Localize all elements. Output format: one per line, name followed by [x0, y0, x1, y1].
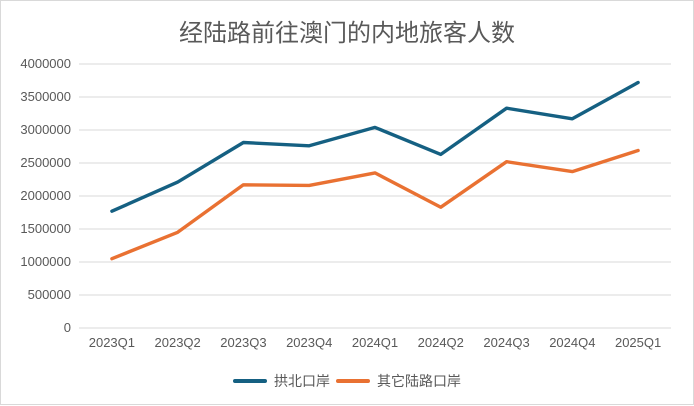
series-line-2 [110, 148, 640, 261]
y-axis-tick-label: 3000000 [20, 122, 71, 137]
y-axis-tick-label: 1000000 [20, 254, 71, 269]
x-axis-tick-label: 2024Q4 [549, 335, 596, 350]
y-axis-tick-label: 4000000 [20, 56, 71, 71]
legend-label: 拱北口岸 [274, 373, 330, 389]
y-axis-tick-label: 2000000 [20, 188, 71, 203]
x-axis-tick-label: 2023Q2 [154, 335, 201, 350]
x-axis-tick-label: 2024Q3 [483, 335, 530, 350]
chart-title: 经陆路前往澳门的内地旅客人数 [179, 20, 515, 47]
legend-item-1: 拱北口岸 [233, 371, 330, 391]
series-line-1 [110, 80, 640, 213]
x-axis-tick-label: 2024Q2 [417, 335, 464, 350]
legend-label: 其它陆路口岸 [377, 373, 461, 389]
x-axis-tick-label: 2023Q4 [286, 335, 333, 350]
y-axis-tick-label: 2500000 [20, 155, 71, 170]
legend: 拱北口岸 其它陆路口岸 [1, 371, 693, 391]
legend-swatch-icon [336, 379, 370, 383]
y-axis-tick-label: 0 [63, 320, 71, 335]
x-axis-tick-label: 2023Q1 [88, 335, 135, 350]
y-axis-tick-label: 500000 [27, 287, 71, 302]
y-axis-tick-label: 1500000 [20, 221, 71, 236]
x-axis-tick-label: 2024Q1 [351, 335, 399, 350]
legend-swatch-icon [233, 379, 267, 383]
legend-item-2: 其它陆路口岸 [336, 371, 461, 391]
y-axis-tick-label: 3500000 [20, 89, 71, 104]
x-axis-tick-label: 2025Q1 [614, 335, 662, 350]
x-axis-tick-label: 2023Q3 [220, 335, 267, 350]
